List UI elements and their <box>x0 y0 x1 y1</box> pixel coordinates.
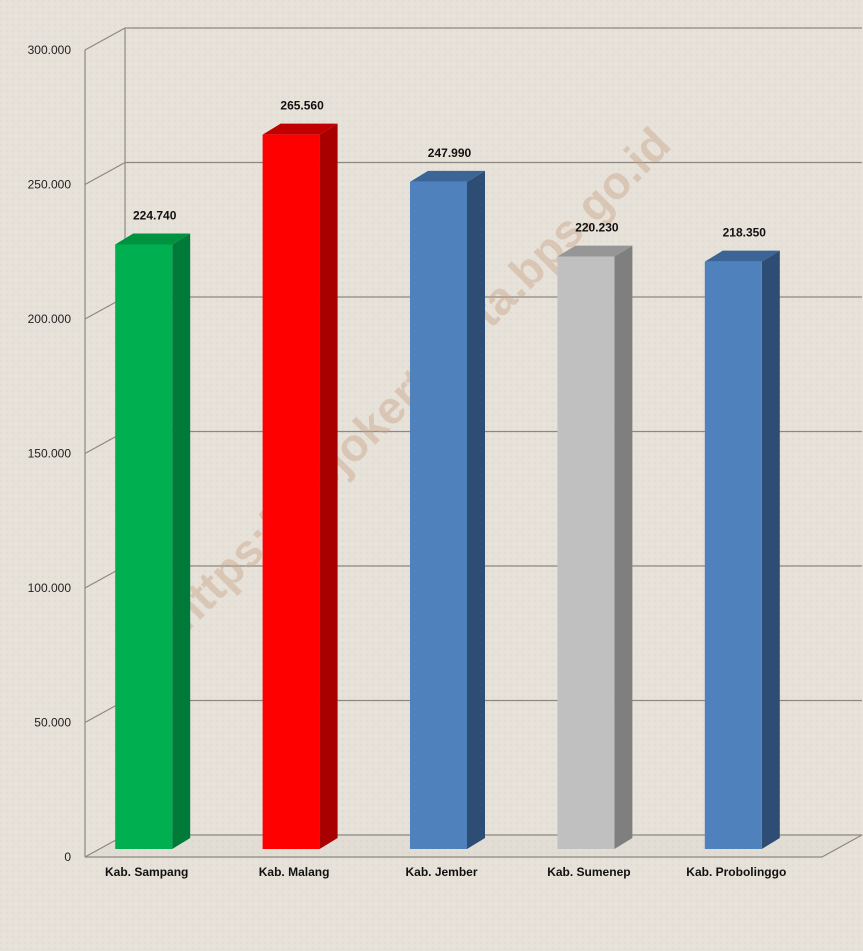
bars <box>115 123 780 850</box>
data-label: 220.230 <box>575 221 619 235</box>
x-category-label: Kab. Sumenep <box>547 865 630 879</box>
y-tick-label: 0 <box>64 850 71 864</box>
y-tick-label: 250.000 <box>28 178 72 192</box>
bar <box>262 123 338 849</box>
bar-top <box>410 170 485 182</box>
x-category-label: Kab. Sampang <box>105 865 188 879</box>
bar-side <box>614 245 633 849</box>
bar-side <box>761 250 780 850</box>
bar-top <box>115 233 191 245</box>
y-tick-label: 50.000 <box>34 716 71 730</box>
y-axis-ticks: 0 50.000 100.000 150.000 200.000 250.000 300.0… <box>28 43 72 864</box>
y-tick-label: 200.000 <box>28 312 72 326</box>
bar-face <box>557 256 615 849</box>
y-tick-label: 100.000 <box>28 581 72 595</box>
bar-side <box>172 233 191 849</box>
x-category-label: Kab. Probolinggo <box>686 865 786 879</box>
data-label: 218.350 <box>723 226 767 240</box>
data-labels: 224.740 265.560 247.990 220.230 218.350 <box>133 99 766 240</box>
bar-top <box>557 245 633 257</box>
bar-face <box>410 181 467 849</box>
data-label: 224.740 <box>133 208 177 222</box>
x-category-label: Kab. Malang <box>259 865 330 879</box>
bar <box>557 245 633 849</box>
bar <box>410 170 485 849</box>
floor-plane <box>84 834 863 858</box>
y-tick-label: 150.000 <box>28 447 72 461</box>
gridline-diagonal <box>84 27 126 51</box>
bar-face <box>262 134 320 849</box>
bar-face <box>704 261 762 849</box>
bar-face <box>115 244 173 849</box>
bar-top <box>704 250 780 262</box>
bar <box>704 250 780 850</box>
y-tick-label: 300.000 <box>28 43 72 57</box>
bar-side <box>467 170 485 849</box>
x-axis-categories: Kab. Sampang Kab. Malang Kab. Jember Kab. S… <box>105 865 786 879</box>
data-label: 265.560 <box>280 99 324 113</box>
gridline-diagonal <box>84 161 126 186</box>
x-category-label: Kab. Jember <box>405 865 477 879</box>
bar <box>115 233 191 849</box>
bar-top <box>262 123 338 135</box>
data-label: 247.990 <box>428 146 472 160</box>
bar-side <box>319 123 338 849</box>
